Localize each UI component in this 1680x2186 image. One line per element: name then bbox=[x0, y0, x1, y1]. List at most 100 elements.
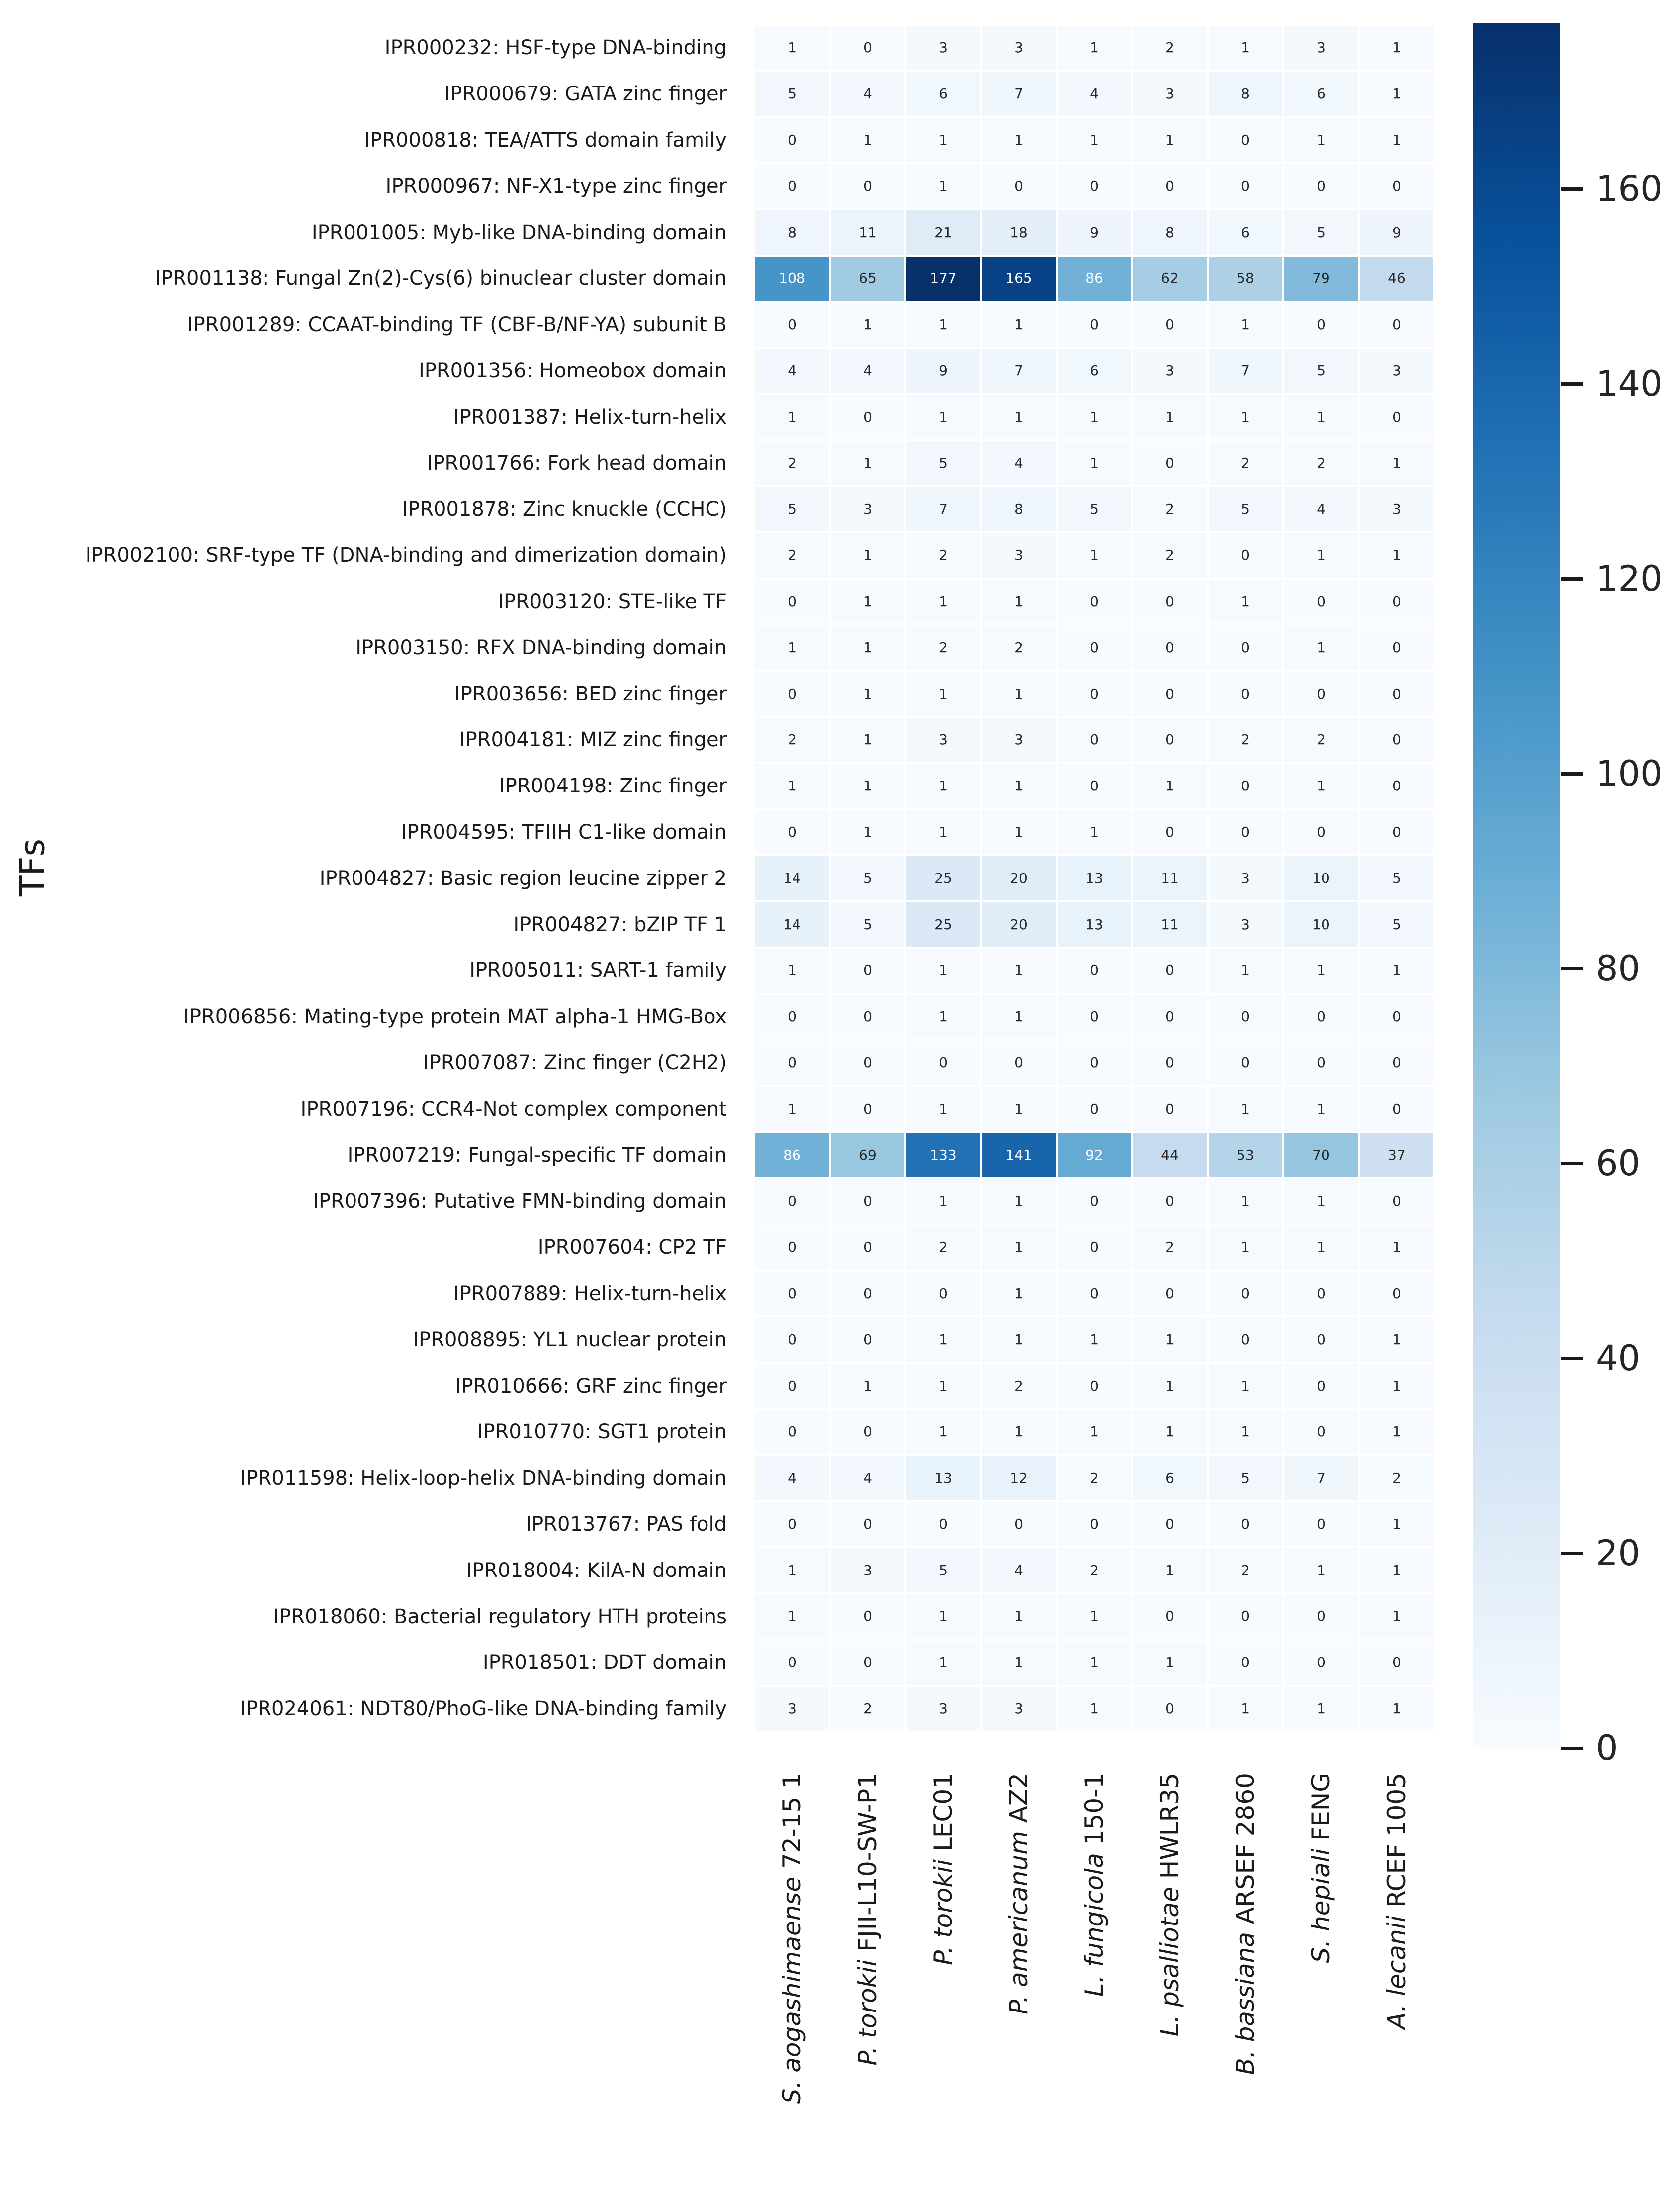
cell-value: 1 bbox=[939, 685, 948, 702]
heatmap-cell: 0 bbox=[1208, 1501, 1283, 1548]
cell-value: 1 bbox=[1165, 1562, 1174, 1578]
cell-value: 1 bbox=[1392, 131, 1401, 148]
cell-value: 0 bbox=[1392, 1285, 1401, 1302]
cell-value: 0 bbox=[1241, 685, 1250, 702]
cell-value: 141 bbox=[1005, 1146, 1032, 1163]
heatmap-cell: 1 bbox=[754, 624, 830, 671]
cell-value: 1 bbox=[939, 1193, 948, 1210]
cell-value: 1 bbox=[863, 1377, 872, 1394]
cell-value: 1 bbox=[863, 454, 872, 471]
heatmap-cell: 1 bbox=[981, 671, 1057, 717]
heatmap-cell: 1 bbox=[754, 947, 830, 994]
heatmap-cell: 12 bbox=[981, 1455, 1057, 1501]
cell-value: 0 bbox=[1392, 731, 1401, 748]
cell-value: 1 bbox=[939, 1654, 948, 1671]
heatmap-cell: 0 bbox=[1283, 993, 1359, 1040]
heatmap-cell: 4 bbox=[981, 1547, 1057, 1594]
heatmap-cell: 2 bbox=[1057, 1455, 1132, 1501]
cell-value: 0 bbox=[1165, 316, 1174, 333]
row-label: IPR004595: TFIIH C1-like domain bbox=[401, 820, 727, 844]
heatmap-cell: 1 bbox=[981, 1178, 1057, 1224]
cell-value: 0 bbox=[863, 1193, 872, 1210]
heatmap-cell: 1 bbox=[754, 1086, 830, 1133]
heatmap-cell: 0 bbox=[754, 1178, 830, 1224]
heatmap-cell: 1 bbox=[1359, 1547, 1434, 1594]
cell-value: 0 bbox=[863, 39, 872, 56]
cell-value: 1 bbox=[939, 1331, 948, 1348]
heatmap-cell: 0 bbox=[830, 394, 905, 440]
heatmap-cell: 1 bbox=[905, 163, 981, 210]
cell-value: 3 bbox=[863, 501, 872, 518]
cell-value: 0 bbox=[939, 1054, 948, 1071]
heatmap-cell: 3 bbox=[1359, 486, 1434, 532]
cell-value: 0 bbox=[1090, 1285, 1099, 1302]
heatmap-cell: 5 bbox=[1057, 486, 1132, 532]
heatmap-cell: 0 bbox=[1283, 301, 1359, 348]
cell-value: 1 bbox=[1014, 1608, 1023, 1625]
cell-value: 1 bbox=[1014, 1285, 1023, 1302]
colorbar-tick-label: 0 bbox=[1596, 1728, 1618, 1768]
cell-value: 6 bbox=[1165, 1470, 1174, 1486]
heatmap-cell: 0 bbox=[1359, 1270, 1434, 1317]
cell-value: 0 bbox=[1392, 593, 1401, 610]
cell-value: 1 bbox=[1165, 1331, 1174, 1348]
cell-value: 0 bbox=[1090, 1193, 1099, 1210]
cell-value: 1 bbox=[1090, 823, 1099, 840]
heatmap-cell: 1 bbox=[981, 1593, 1057, 1640]
cell-value: 3 bbox=[1014, 731, 1023, 748]
cell-value: 0 bbox=[788, 1377, 796, 1394]
heatmap-cell: 4 bbox=[754, 348, 830, 394]
row-label: IPR003150: RFX DNA-binding domain bbox=[355, 636, 727, 659]
row-label: IPR000818: TEA/ATTS domain family bbox=[364, 128, 727, 152]
cell-value: 1 bbox=[1241, 1377, 1250, 1394]
heatmap-cell: 3 bbox=[1359, 348, 1434, 394]
heatmap-cell: 0 bbox=[1057, 716, 1132, 763]
cell-value: 86 bbox=[783, 1146, 801, 1163]
cell-value: 5 bbox=[1317, 224, 1326, 241]
cell-value: 1 bbox=[1014, 1100, 1023, 1117]
heatmap-cell: 0 bbox=[1208, 532, 1283, 579]
cell-value: 0 bbox=[1090, 1515, 1099, 1532]
cell-value: 10 bbox=[1312, 916, 1330, 933]
col-label-species: P. torokii bbox=[853, 1959, 882, 2066]
heatmap-cell: 1 bbox=[1359, 1363, 1434, 1409]
cell-value: 21 bbox=[934, 224, 952, 241]
cell-value: 0 bbox=[788, 1331, 796, 1348]
heatmap-cell: 1 bbox=[830, 301, 905, 348]
row-label: IPR004198: Zinc finger bbox=[499, 775, 727, 798]
heatmap-cell: 1 bbox=[1359, 1593, 1434, 1640]
heatmap-cell: 7 bbox=[981, 71, 1057, 117]
cell-value: 2 bbox=[1090, 1470, 1099, 1486]
cell-value: 1 bbox=[1014, 1008, 1023, 1025]
heatmap-cell: 0 bbox=[1057, 1040, 1132, 1086]
cell-value: 0 bbox=[1165, 454, 1174, 471]
heatmap-cell: 1 bbox=[905, 1639, 981, 1686]
cell-value: 0 bbox=[1090, 1239, 1099, 1256]
cell-value: 1 bbox=[1241, 962, 1250, 979]
heatmap-cell: 1 bbox=[905, 1086, 981, 1133]
cell-value: 0 bbox=[1090, 1008, 1099, 1025]
heatmap-cell: 0 bbox=[754, 671, 830, 717]
heatmap-cell: 1 bbox=[981, 993, 1057, 1040]
cell-value: 0 bbox=[863, 1331, 872, 1348]
cell-value: 1 bbox=[788, 1608, 796, 1625]
heatmap-cell: 0 bbox=[1057, 163, 1132, 210]
heatmap-cell: 0 bbox=[830, 1040, 905, 1086]
cell-value: 0 bbox=[1317, 1654, 1326, 1671]
heatmap-cell: 0 bbox=[981, 1501, 1057, 1548]
heatmap-cell: 0 bbox=[1057, 947, 1132, 994]
heatmap-cell: 1 bbox=[830, 1363, 905, 1409]
cell-value: 1 bbox=[1392, 39, 1401, 56]
cell-value: 2 bbox=[939, 547, 948, 564]
cell-value: 1 bbox=[1014, 823, 1023, 840]
heatmap-cell: 69 bbox=[830, 1132, 905, 1178]
heatmap-cell: 4 bbox=[1057, 71, 1132, 117]
heatmap-cell: 0 bbox=[754, 1040, 830, 1086]
cell-value: 4 bbox=[788, 362, 796, 379]
cell-value: 6 bbox=[1241, 224, 1250, 241]
cell-value: 1 bbox=[1014, 408, 1023, 425]
col-label-strain: ARSEF 2860 bbox=[1231, 1773, 1260, 1932]
heatmap-cell: 1 bbox=[905, 1178, 981, 1224]
cell-value: 5 bbox=[939, 454, 948, 471]
cell-value: 2 bbox=[1241, 1562, 1250, 1578]
